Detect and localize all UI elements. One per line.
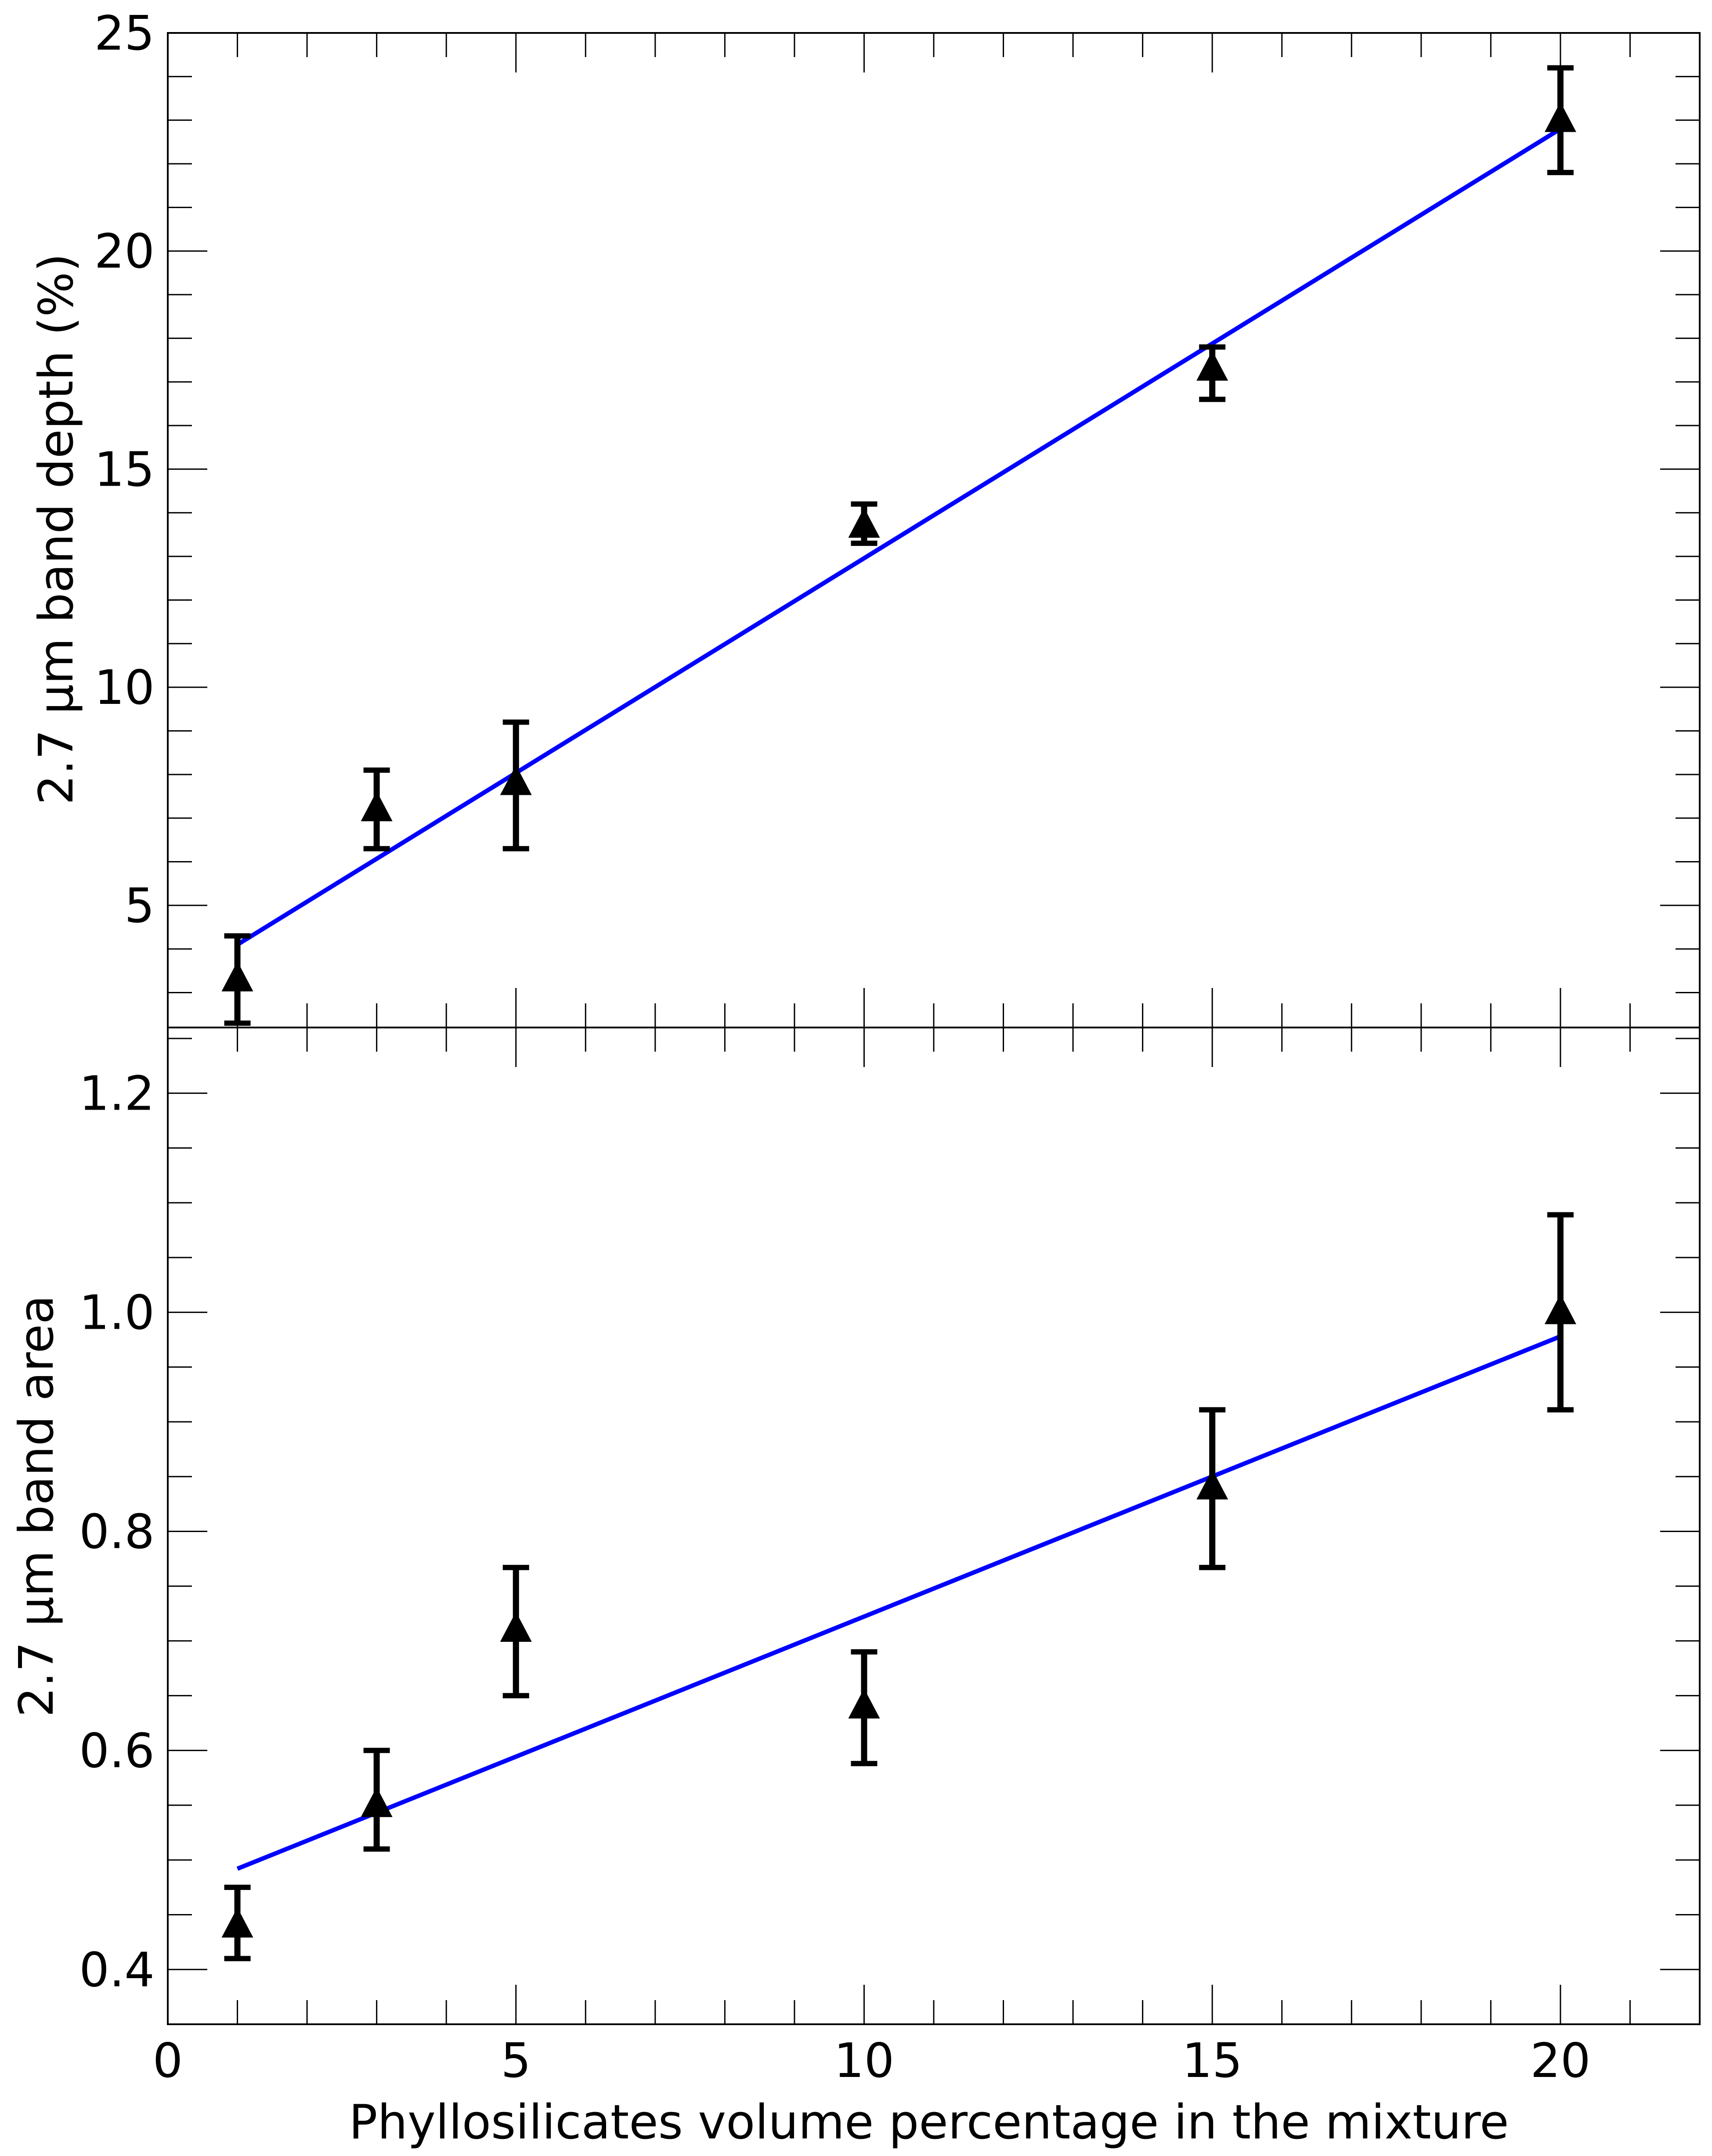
y-tick-label-bottom: 1.2: [79, 1067, 155, 1121]
y-tick-label-bottom: 0.4: [79, 1943, 155, 1997]
triangle-marker-bottom: [500, 1612, 532, 1642]
y-tick-label-bottom: 0.6: [79, 1723, 155, 1778]
y-tick-label-top: 20: [94, 224, 155, 279]
triangle-marker-bottom: [1544, 1294, 1576, 1324]
triangle-marker-bottom: [221, 1907, 253, 1938]
y-axis-title-top: 2.7 µm band depth (%): [29, 253, 84, 805]
y-tick-label-bottom: 0.8: [79, 1504, 155, 1559]
plot-frame-bottom: [167, 1027, 1701, 2025]
x-tick-label: 15: [1182, 2033, 1242, 2088]
y-tick-label-top: 10: [94, 660, 155, 715]
x-axis-title: Phyllosilicates volume percentage in the…: [349, 2095, 1509, 2150]
x-tick-label: 10: [834, 2033, 894, 2088]
y-tick-label-top: 25: [94, 6, 155, 61]
x-tick-label: 20: [1530, 2033, 1590, 2088]
bottom-panel: 0.4 0.6 0.8 1.0 1.2 0 5 10 15 20: [79, 1027, 1701, 2088]
fit-line-top: [236, 127, 1562, 947]
y-tick-label-top: 15: [94, 442, 155, 497]
triangle-marker-top: [221, 961, 253, 991]
top-panel: 5 10 15 20 25: [94, 6, 1701, 1028]
triangle-marker-top: [1544, 102, 1576, 132]
triangle-marker-bottom: [1196, 1469, 1228, 1500]
y-axis-title-bottom: 2.7 µm band area: [9, 1295, 64, 1717]
fit-line-bottom: [236, 1334, 1561, 1871]
plot-frame-top: [167, 32, 1701, 1028]
triangle-marker-top: [1196, 350, 1228, 381]
triangle-marker-top: [848, 508, 880, 538]
triangle-marker-bottom: [361, 1787, 393, 1817]
x-tick-label: 5: [501, 2033, 531, 2088]
triangle-marker-top: [361, 791, 393, 822]
x-tick-label: 0: [153, 2033, 183, 2088]
y-tick-label-bottom: 1.0: [79, 1286, 155, 1341]
triangle-marker-top: [500, 765, 532, 795]
y-tick-label-top: 5: [124, 879, 155, 934]
triangle-marker-bottom: [848, 1688, 880, 1719]
